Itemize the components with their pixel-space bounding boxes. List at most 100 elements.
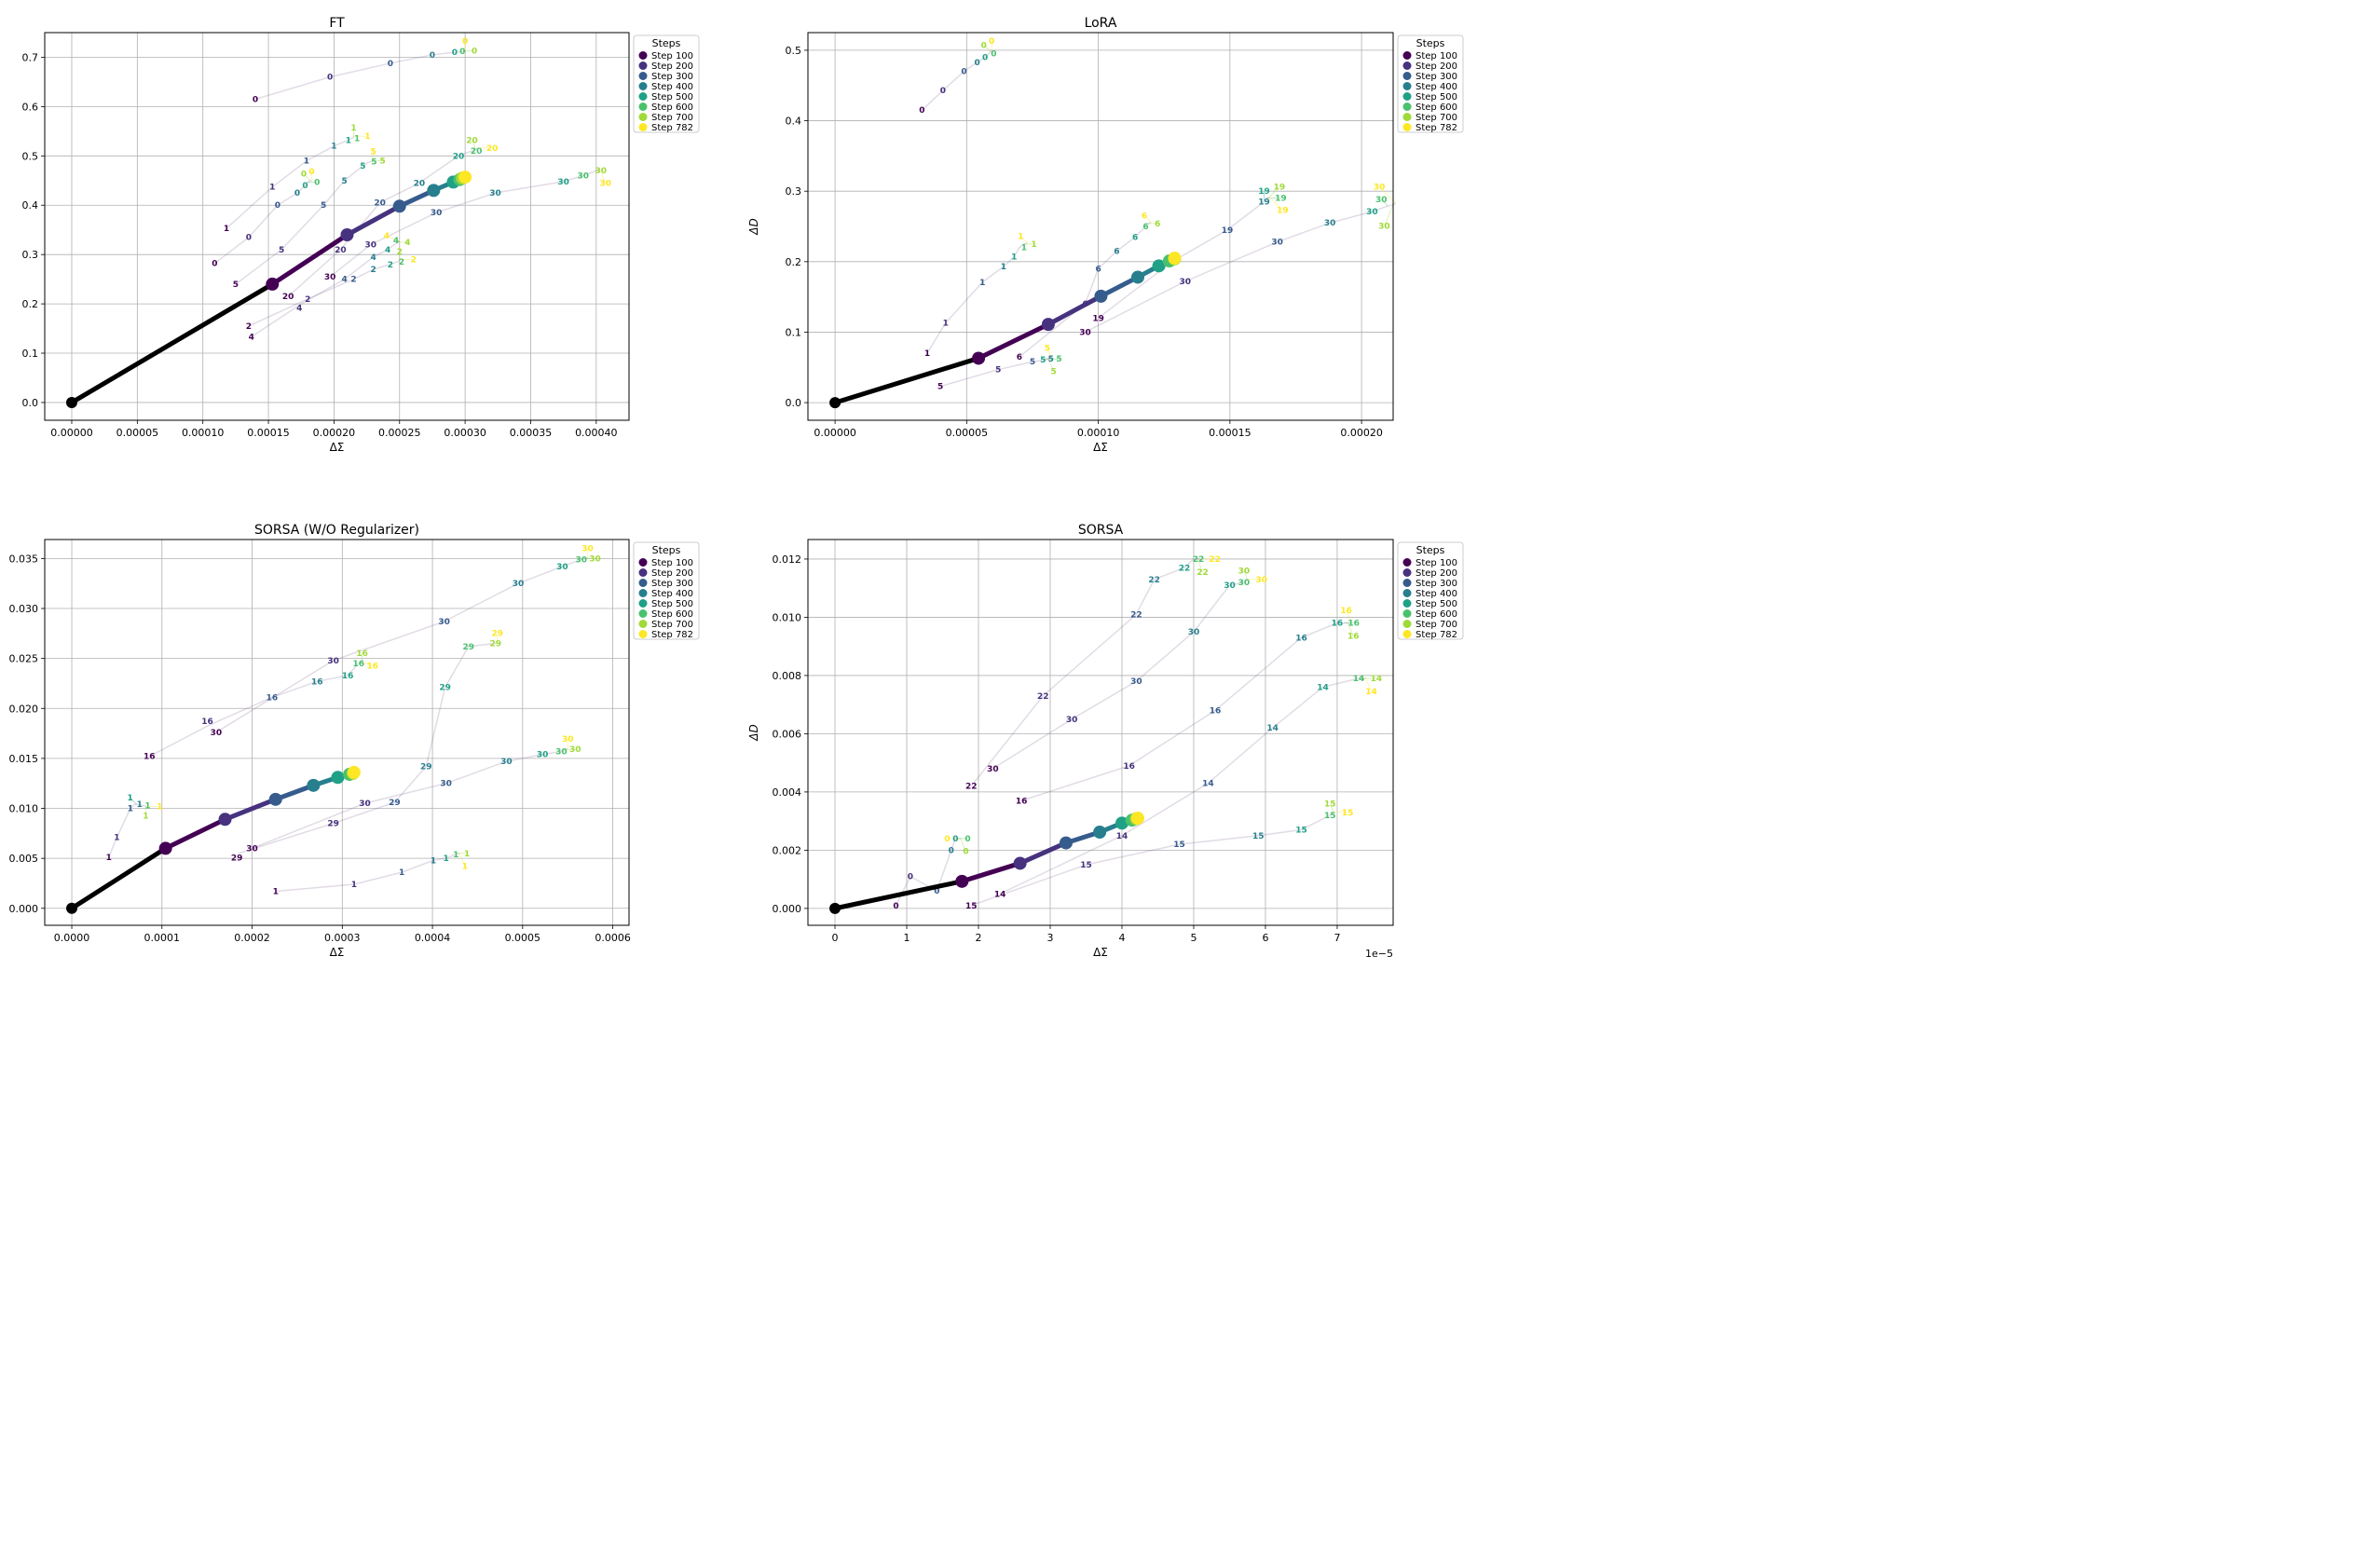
legend-entry: Step 500 xyxy=(651,599,693,609)
legend-entry: Step 200 xyxy=(1416,62,1457,72)
label-leader-line xyxy=(983,45,991,52)
layer-point-label: 1 xyxy=(979,279,985,288)
layer-point-label: 1 xyxy=(943,320,949,329)
layer-point-label: 30 xyxy=(575,555,587,565)
layer-point-label: 5 xyxy=(1045,345,1050,354)
y-axis-label: ΔD xyxy=(747,724,760,741)
x-tick-label: 0.00015 xyxy=(247,427,290,439)
layer-point-label: 5 xyxy=(371,158,376,168)
layer-point-label: 0 xyxy=(459,48,465,57)
origin-marker xyxy=(829,397,841,409)
layer-point-label: 29 xyxy=(327,820,339,829)
layer-point-label: 16 xyxy=(1347,620,1360,629)
legend-entry: Step 300 xyxy=(651,72,693,82)
layer-point-label: 0 xyxy=(472,48,477,57)
legend-entry: Step 200 xyxy=(651,62,693,72)
legend-entry: Step 300 xyxy=(1416,72,1457,82)
y-tick-label: 0.6 xyxy=(22,101,39,113)
layer-point-label: 30 xyxy=(1366,208,1378,217)
axes-frame xyxy=(807,32,1394,421)
y-tick-label: 0.025 xyxy=(9,653,39,665)
layer-point-label: 30 xyxy=(431,209,443,218)
layer-point-label: 6 xyxy=(1114,247,1119,256)
layer-point-label: 0 xyxy=(940,87,946,96)
layer-point-label: 0 xyxy=(981,41,987,50)
legend-marker xyxy=(638,82,648,90)
y-tick-label: 0.002 xyxy=(773,844,802,856)
layer-point-label: 30 xyxy=(489,189,501,198)
step-marker xyxy=(347,765,361,779)
label-leader-line xyxy=(1329,803,1334,813)
legend-entry: Step 200 xyxy=(1416,568,1457,579)
y-tick-label: 0.008 xyxy=(773,670,802,682)
label-leaders xyxy=(947,558,1376,852)
legend-entry: Step 300 xyxy=(1416,579,1457,589)
layer-point-label: 29 xyxy=(420,762,432,772)
step-marker xyxy=(307,778,321,792)
legend-marker xyxy=(638,62,648,70)
layer-trajectory-line xyxy=(248,259,401,327)
x-scale-offset-label: 1e−5 xyxy=(1365,948,1393,960)
layer-point-label: 1 xyxy=(114,834,119,843)
step-marker xyxy=(1115,816,1128,830)
x-tick-label: 0.0005 xyxy=(505,932,541,944)
layer-point-label: 30 xyxy=(246,844,258,854)
y-tick-label: 0.7 xyxy=(22,51,39,63)
y-tick-label: 0.5 xyxy=(22,150,39,162)
layer-point-label: 30 xyxy=(1238,567,1251,577)
layer-point-label: 1 xyxy=(354,134,360,144)
label-leader-line xyxy=(1143,215,1152,223)
chart-title: LoRA xyxy=(1085,16,1117,31)
plot-area xyxy=(808,33,1393,420)
legend-marker xyxy=(638,558,648,567)
subplot-0: 0.00000 0.00005 0.00010 0.00015 0.00020 0.000… xyxy=(22,16,700,454)
layer-point-label: 14 xyxy=(1116,832,1128,841)
step-marker xyxy=(268,792,282,806)
layer-point-label: 0 xyxy=(934,887,939,896)
subplot-3: 0 1 2 3 4 5 6 7 0.000 0.002 0.004 0.006 0.008 0.010 0.… xyxy=(747,523,1464,960)
x-tick-label: 3 xyxy=(1046,932,1053,944)
legend-marker xyxy=(1402,62,1412,70)
layer-trajectory-line xyxy=(254,49,466,101)
layer-point-label: 1 xyxy=(1018,232,1023,241)
x-axis-label: ΔΣ xyxy=(1093,441,1108,454)
legend-entry: Step 500 xyxy=(651,92,693,102)
legend-entry: Step 600 xyxy=(651,609,693,620)
y-tick-label: 0.5 xyxy=(786,45,802,57)
label-leader-line xyxy=(599,170,607,184)
subplot-1: 0.00000 0.00005 0.00010 0.00015 0.00020 0.0 0.… xyxy=(747,16,1464,454)
label-leaders xyxy=(130,548,595,867)
layer-point-label: 0 xyxy=(308,168,314,177)
layer-point-label: 0 xyxy=(949,846,954,855)
layer-point-label: 30 xyxy=(359,800,371,809)
legend-entry: Step 700 xyxy=(651,620,693,630)
legend-marker xyxy=(638,102,648,111)
mean-trajectory-segment xyxy=(959,860,1023,884)
legend-entry: Step 100 xyxy=(651,51,693,62)
layer-point-label: 0 xyxy=(908,873,913,882)
y-tick-label: 0.006 xyxy=(773,728,802,740)
layer-point-label: 16 xyxy=(356,649,368,659)
layer-point-label: 22 xyxy=(965,783,978,792)
y-tick-label: 0.030 xyxy=(9,603,39,615)
layer-point-label: 20 xyxy=(282,293,294,302)
legend-marker xyxy=(1402,558,1412,567)
legend-title: Steps xyxy=(1416,37,1445,49)
label-leader-line xyxy=(472,140,476,150)
layer-point-label: 5 xyxy=(995,366,1001,376)
layer-point-label: 4 xyxy=(296,305,302,314)
layer-point-label: 2 xyxy=(370,266,376,275)
legend-entry: Step 782 xyxy=(651,630,693,640)
legend-marker xyxy=(638,123,648,131)
step-marker xyxy=(458,171,472,184)
layer-point-label: 20 xyxy=(335,246,347,255)
legend-entry: Step 400 xyxy=(1416,82,1457,92)
layer-point-label: 1 xyxy=(304,157,309,167)
y-tick-label: 0.0 xyxy=(22,397,39,409)
layer-point-label: 14 xyxy=(1365,688,1377,697)
mean-trajectory-segment xyxy=(223,797,279,822)
